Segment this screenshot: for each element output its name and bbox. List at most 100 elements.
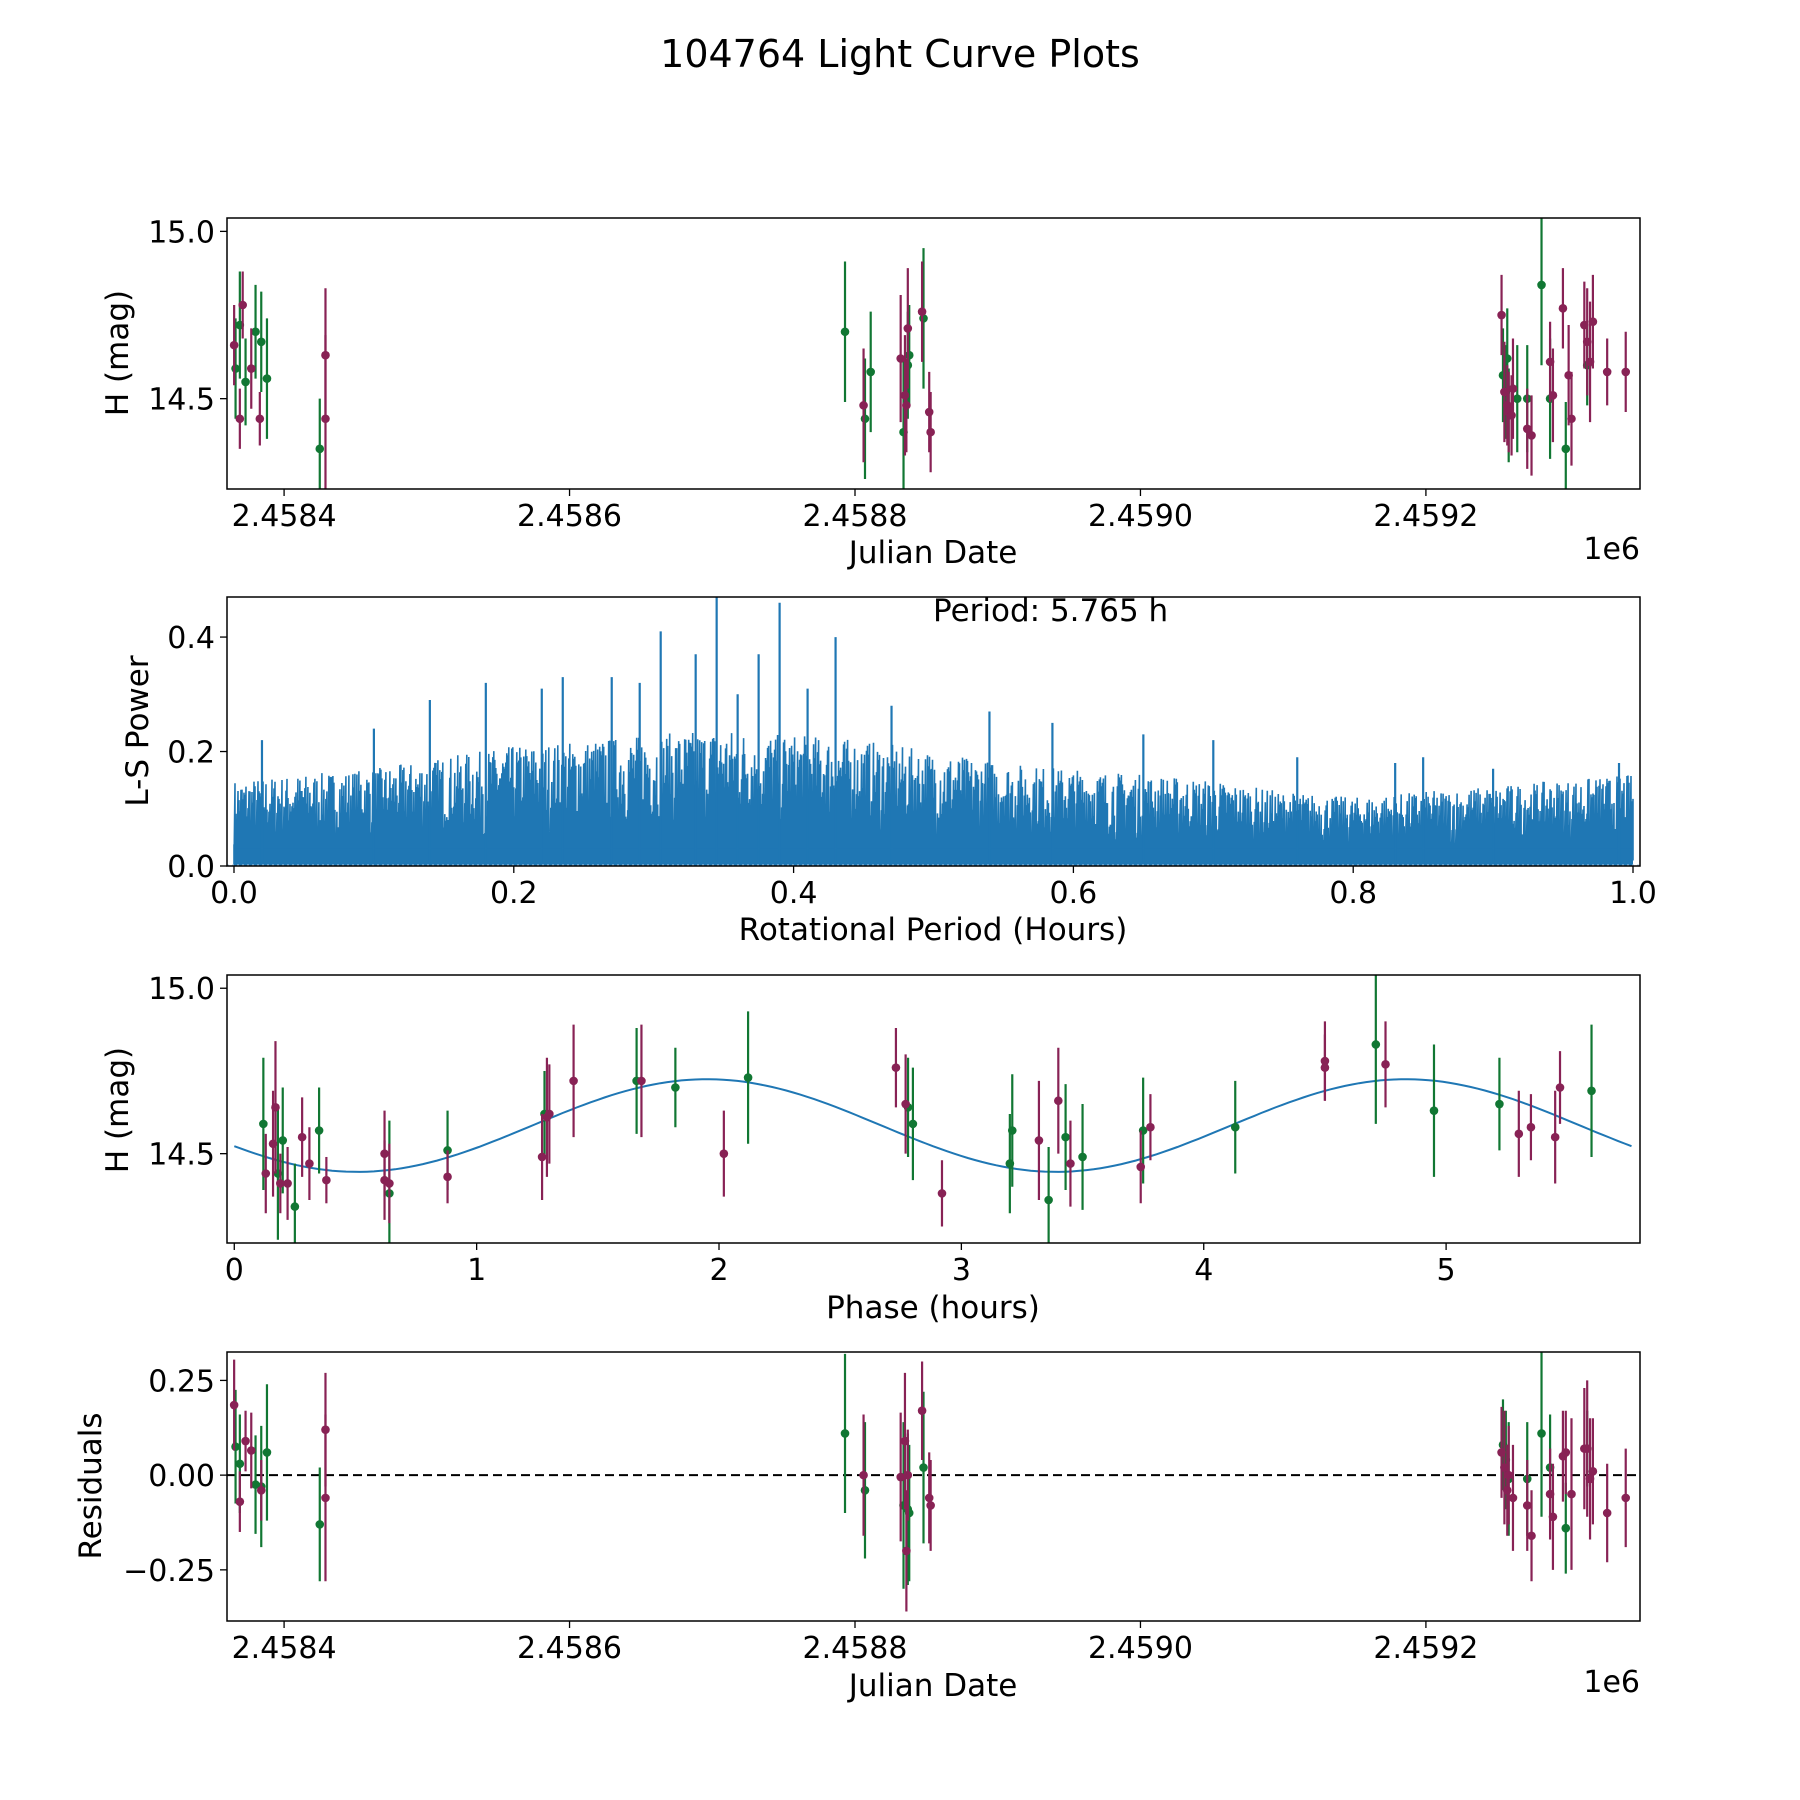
phased-curve-ylabel: H (mag) — [100, 1047, 136, 1173]
x-tick-label: 0.8 — [1329, 876, 1377, 911]
purple-data-point — [917, 307, 927, 316]
purple-data-point — [1508, 1493, 1518, 1503]
purple-data-point — [261, 1169, 271, 1178]
plot-area — [233, 975, 1632, 1243]
green-data-point — [241, 377, 250, 387]
purple-data-point — [305, 1159, 314, 1168]
periodogram-ticks: 0.0 0.2 0.4 0.6 0.8 1.0 0.0 0.2 0.4 — [167, 621, 1657, 911]
phased-curve-panel: 0 1 2 3 4 5 14.5 15.0 Phase (hours) H (mag) — [100, 972, 1641, 1326]
green-data-point — [1044, 1195, 1053, 1205]
green-data-point — [743, 1073, 753, 1082]
green-data-point — [262, 374, 272, 383]
purple-data-point — [917, 1406, 927, 1416]
periodogram-xlabel: Rotational Period (Hours) — [739, 912, 1128, 948]
purple-data-point — [902, 401, 911, 410]
purple-data-point — [859, 1470, 868, 1480]
purple-data-point — [1641, 384, 1650, 393]
figure-title: 104764 Light Curve Plots — [660, 32, 1140, 76]
purple-data-point — [276, 1179, 285, 1188]
periodogram-frame — [226, 596, 1641, 867]
light-curve-xlabel: Julian Date — [847, 535, 1018, 571]
green-data-point — [235, 1459, 245, 1469]
purple-data-point — [1507, 411, 1516, 420]
residuals-panel: 2.4584 2.4586 2.4588 2.4590 2.4592 −0.25 0.00 0… — [73, 1351, 1641, 1704]
purple-data-point — [246, 364, 256, 373]
light-curve-ylabel: H (mag) — [100, 290, 136, 416]
x-tick-label: 2.4586 — [517, 499, 622, 534]
y-tick-label: 14.5 — [148, 1138, 215, 1173]
x-tick-label: 2.4588 — [803, 1631, 908, 1666]
purple-data-point — [1514, 1129, 1524, 1139]
green-data-point — [231, 364, 240, 373]
purple-data-point — [1136, 1162, 1146, 1172]
green-data-point — [1587, 1086, 1596, 1096]
x-tick-label: 3 — [952, 1253, 971, 1288]
purple-data-point — [1508, 384, 1518, 393]
y-tick-label: 14.5 — [148, 383, 215, 418]
y-tick-label: −0.25 — [123, 1554, 215, 1589]
purple-data-point — [297, 1132, 307, 1142]
purple-data-point — [235, 414, 245, 424]
green-data-point — [1061, 1132, 1070, 1142]
y-tick-label: 0.0 — [167, 850, 215, 885]
purple-data-point — [896, 1472, 905, 1482]
purple-data-point — [256, 1485, 266, 1495]
periodogram-marks — [227, 597, 1640, 866]
purple-data-point — [1054, 1096, 1063, 1106]
purple-data-point — [1602, 367, 1612, 377]
purple-data-point — [241, 1436, 250, 1446]
purple-data-point — [1548, 1512, 1558, 1522]
periodogram-ylabel: L-S Power — [120, 655, 156, 806]
purple-data-point — [926, 1501, 935, 1510]
purple-data-point — [1567, 414, 1576, 424]
purple-data-point — [900, 391, 910, 400]
purple-data-point — [1621, 1493, 1631, 1503]
purple-data-point — [569, 1076, 578, 1086]
purple-data-point — [902, 1546, 911, 1556]
y-tick-label: 0.25 — [148, 1364, 215, 1399]
purple-data-point — [238, 300, 247, 310]
purple-data-point — [255, 414, 265, 424]
purple-data-point — [1502, 1485, 1512, 1495]
purple-data-point — [1555, 1083, 1565, 1092]
purple-data-point — [1522, 424, 1532, 434]
y-tick-label: 15.0 — [148, 972, 215, 1007]
green-data-point — [1537, 1429, 1546, 1438]
purple-data-point — [246, 1446, 256, 1455]
purple-data-point — [1381, 1060, 1390, 1069]
y-tick-label: 0.4 — [167, 621, 215, 656]
x-tick-label: 0.4 — [770, 876, 818, 911]
green-data-point — [278, 1136, 288, 1145]
green-data-point — [860, 414, 870, 424]
purple-data-point — [924, 407, 934, 417]
purple-data-point — [1558, 304, 1568, 313]
purple-data-point — [891, 1063, 901, 1072]
purple-data-point — [229, 340, 239, 350]
purple-data-point — [283, 1179, 292, 1188]
purple-data-point — [1034, 1136, 1044, 1145]
green-data-point — [1429, 1106, 1439, 1115]
green-data-point — [1230, 1122, 1240, 1132]
green-data-point — [1495, 1099, 1504, 1109]
green-data-point — [231, 1442, 240, 1452]
green-data-point — [908, 1119, 918, 1129]
purple-data-point — [1588, 1467, 1598, 1476]
purple-data-point — [903, 324, 913, 333]
x-tick-label: 2.4590 — [1088, 1631, 1193, 1666]
purple-data-point — [926, 427, 935, 437]
purple-data-point — [1602, 1508, 1612, 1518]
green-data-point — [314, 1126, 324, 1135]
residuals-frame — [226, 1351, 1641, 1622]
x-tick-label: 0 — [225, 1253, 244, 1288]
fit-curve — [233, 1078, 1632, 1173]
purple-data-point — [719, 1149, 729, 1158]
green-data-point — [860, 1485, 870, 1495]
purple-data-point — [229, 1400, 239, 1410]
green-data-point — [262, 1448, 272, 1457]
power-spectrum-base — [233, 848, 1634, 866]
purple-data-point — [1146, 1122, 1155, 1132]
x-tick-label: 2.4592 — [1373, 1631, 1478, 1666]
green-data-point — [840, 327, 850, 337]
purple-data-point — [1588, 317, 1598, 327]
phased-curve-frame — [226, 974, 1641, 1244]
